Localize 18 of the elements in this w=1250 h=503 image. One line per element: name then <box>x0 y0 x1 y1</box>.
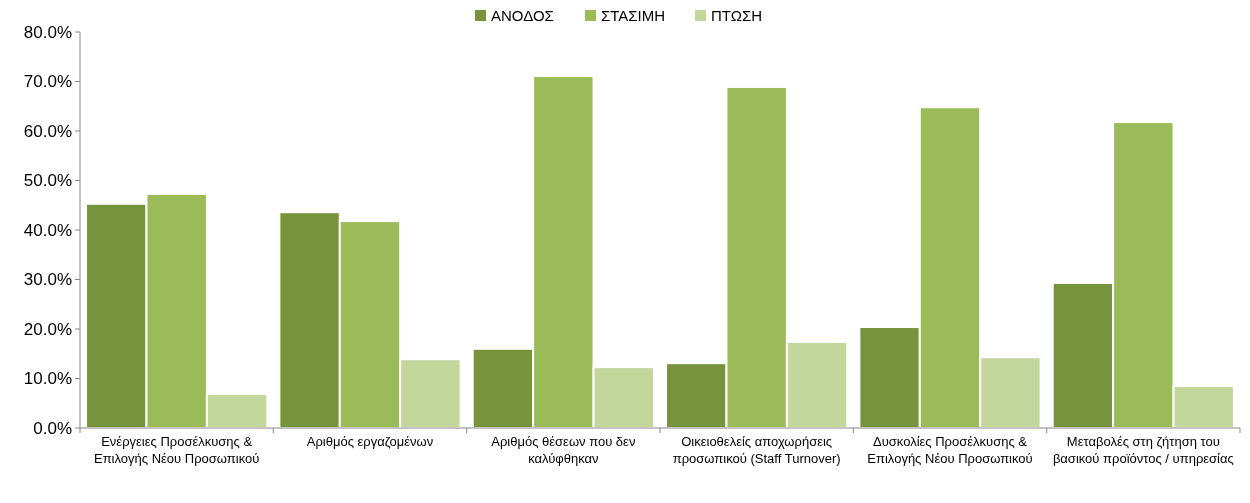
legend-label: ΣΤΑΣΙΜΗ <box>601 7 666 25</box>
legend-label: ΠΤΩΣΗ <box>711 7 763 25</box>
y-tick-label: 50.0% <box>23 171 72 191</box>
y-tick-label: 30.0% <box>23 270 72 290</box>
x-tick-label: Οικειοθελείς αποχωρήσεις προσωπικού (Staff Turnover) <box>672 434 841 466</box>
y-tick-label: 70.0% <box>23 72 72 92</box>
y-tick-label: 40.0% <box>23 220 72 240</box>
y-tick-label: 80.0% <box>23 22 72 42</box>
x-tick-label: Αριθμός θέσεων που δεν καλύφθηκαν <box>491 434 636 466</box>
x-tick-label: Δυσκολίες Προσέλκυσης & Επιλογής Νέου Προσωπικού <box>867 434 1033 466</box>
x-tick-label: Αριθμός εργαζομένων <box>306 434 434 449</box>
y-tick-label: 20.0% <box>23 319 72 339</box>
y-tick-label: 60.0% <box>23 121 72 141</box>
legend-label: ΑΝΟΔΟΣ <box>491 7 554 25</box>
y-tick-label: 0.0% <box>33 418 72 438</box>
x-tick-label: Μεταβολές στη ζήτηση του βασικού προϊόντος / υπηρεσίας <box>1052 434 1234 466</box>
x-tick-label: Ενέργειες Προσέλκυσης & Επιλογής Νέου Προσωπικού <box>93 434 260 466</box>
y-tick-label: 10.0% <box>23 369 72 389</box>
